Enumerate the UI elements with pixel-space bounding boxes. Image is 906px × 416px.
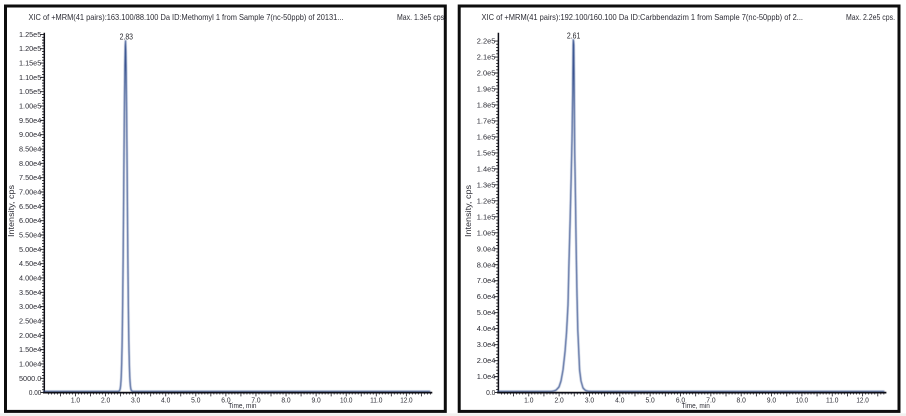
svg-text:6.0: 6.0 bbox=[221, 396, 230, 405]
svg-text:12.0: 12.0 bbox=[400, 396, 412, 405]
svg-text:Intensity, cps: Intensity, cps bbox=[464, 185, 473, 237]
svg-text:8.0e4: 8.0e4 bbox=[477, 262, 496, 269]
svg-text:5.50e4: 5.50e4 bbox=[19, 233, 41, 240]
svg-text:1.00e4: 1.00e4 bbox=[19, 361, 41, 368]
svg-text:8.0: 8.0 bbox=[737, 396, 746, 405]
svg-text:3.50e4: 3.50e4 bbox=[19, 290, 41, 297]
svg-text:4.0: 4.0 bbox=[161, 396, 170, 405]
svg-text:2.0: 2.0 bbox=[554, 396, 563, 405]
svg-text:XIC of +MRM(41 pairs):192.100/: XIC of +MRM(41 pairs):192.100/160.100 Da… bbox=[482, 12, 804, 22]
svg-text:0.0: 0.0 bbox=[486, 390, 495, 397]
svg-text:1.4e5: 1.4e5 bbox=[477, 166, 496, 173]
svg-text:5.0e4: 5.0e4 bbox=[477, 310, 496, 317]
svg-text:5.0: 5.0 bbox=[191, 396, 200, 405]
svg-text:9.0: 9.0 bbox=[311, 396, 320, 405]
svg-text:Intensity, cps: Intensity, cps bbox=[7, 185, 16, 237]
svg-text:5000.0: 5000.0 bbox=[19, 376, 41, 383]
svg-text:7.00e4: 7.00e4 bbox=[19, 190, 41, 197]
svg-text:2.0e4: 2.0e4 bbox=[477, 358, 496, 365]
svg-text:2.83: 2.83 bbox=[120, 33, 134, 42]
svg-text:9.00e4: 9.00e4 bbox=[19, 132, 41, 139]
svg-text:10.0: 10.0 bbox=[796, 396, 808, 405]
svg-text:1.15e5: 1.15e5 bbox=[19, 61, 41, 68]
svg-text:6.0: 6.0 bbox=[676, 396, 685, 405]
svg-text:4.0e4: 4.0e4 bbox=[477, 326, 496, 333]
svg-text:6.0e4: 6.0e4 bbox=[477, 294, 496, 301]
svg-text:4.50e4: 4.50e4 bbox=[19, 261, 41, 268]
svg-text:8.0: 8.0 bbox=[281, 396, 290, 405]
svg-text:2.0e5: 2.0e5 bbox=[477, 71, 496, 78]
svg-text:9.0e4: 9.0e4 bbox=[477, 246, 496, 253]
svg-text:2.61: 2.61 bbox=[567, 32, 580, 41]
svg-text:Time, min: Time, min bbox=[228, 401, 256, 410]
svg-text:7.0: 7.0 bbox=[706, 396, 715, 405]
svg-text:1.0e4: 1.0e4 bbox=[477, 374, 496, 381]
svg-text:12.0: 12.0 bbox=[856, 396, 868, 405]
svg-text:1.0: 1.0 bbox=[524, 396, 533, 405]
svg-text:Max. 2.2e5 cps.: Max. 2.2e5 cps. bbox=[846, 12, 895, 22]
svg-text:1.8e5: 1.8e5 bbox=[477, 103, 496, 110]
svg-text:XIC of +MRM(41 pairs):163.100/: XIC of +MRM(41 pairs):163.100/88.100 Da … bbox=[29, 12, 344, 22]
svg-text:1.7e5: 1.7e5 bbox=[477, 118, 496, 125]
svg-text:3.00e4: 3.00e4 bbox=[19, 304, 41, 311]
svg-text:1.10e5: 1.10e5 bbox=[19, 75, 41, 82]
svg-text:11.0: 11.0 bbox=[370, 396, 382, 405]
svg-text:1.3e5: 1.3e5 bbox=[477, 182, 496, 189]
svg-text:3.0: 3.0 bbox=[585, 396, 594, 405]
svg-text:9.50e4: 9.50e4 bbox=[19, 118, 41, 125]
svg-text:Max. 1.3e5 cps.: Max. 1.3e5 cps. bbox=[397, 12, 446, 22]
svg-text:2.00e4: 2.00e4 bbox=[19, 333, 41, 340]
svg-text:8.00e4: 8.00e4 bbox=[19, 161, 41, 168]
svg-text:2.1e5: 2.1e5 bbox=[477, 55, 496, 62]
svg-text:5.0: 5.0 bbox=[645, 396, 654, 405]
svg-text:6.50e4: 6.50e4 bbox=[19, 204, 41, 211]
svg-text:1.0: 1.0 bbox=[71, 396, 80, 405]
svg-text:8.50e4: 8.50e4 bbox=[19, 147, 41, 154]
svg-text:7.0: 7.0 bbox=[251, 396, 260, 405]
svg-text:1.9e5: 1.9e5 bbox=[477, 87, 496, 94]
svg-text:2.2e5: 2.2e5 bbox=[477, 39, 496, 46]
svg-text:5.00e4: 5.00e4 bbox=[19, 247, 41, 254]
svg-text:4.00e4: 4.00e4 bbox=[19, 276, 41, 283]
svg-text:Time, min: Time, min bbox=[682, 401, 710, 410]
svg-text:1.2e5: 1.2e5 bbox=[477, 198, 496, 205]
svg-text:1.1e5: 1.1e5 bbox=[477, 214, 496, 221]
svg-text:1.50e4: 1.50e4 bbox=[19, 347, 41, 354]
svg-text:6.00e4: 6.00e4 bbox=[19, 218, 41, 225]
svg-text:1.25e5: 1.25e5 bbox=[19, 32, 41, 39]
svg-text:10.0: 10.0 bbox=[340, 396, 352, 405]
svg-text:2.50e4: 2.50e4 bbox=[19, 319, 41, 326]
svg-text:11.0: 11.0 bbox=[826, 396, 838, 405]
svg-text:3.0e4: 3.0e4 bbox=[477, 342, 496, 349]
svg-text:1.05e5: 1.05e5 bbox=[19, 89, 41, 96]
svg-text:2.0: 2.0 bbox=[101, 396, 110, 405]
svg-text:1.6e5: 1.6e5 bbox=[477, 134, 496, 141]
svg-text:1.0e5: 1.0e5 bbox=[477, 230, 496, 237]
svg-text:7.0e4: 7.0e4 bbox=[477, 278, 496, 285]
svg-text:1.00e5: 1.00e5 bbox=[19, 104, 41, 111]
svg-text:3.0: 3.0 bbox=[131, 396, 140, 405]
svg-text:4.0: 4.0 bbox=[615, 396, 624, 405]
svg-text:9.0: 9.0 bbox=[767, 396, 776, 405]
svg-text:1.20e5: 1.20e5 bbox=[19, 46, 41, 53]
svg-text:0.00: 0.00 bbox=[29, 390, 41, 397]
svg-text:7.50e4: 7.50e4 bbox=[19, 175, 41, 182]
svg-text:1.5e5: 1.5e5 bbox=[477, 150, 496, 157]
